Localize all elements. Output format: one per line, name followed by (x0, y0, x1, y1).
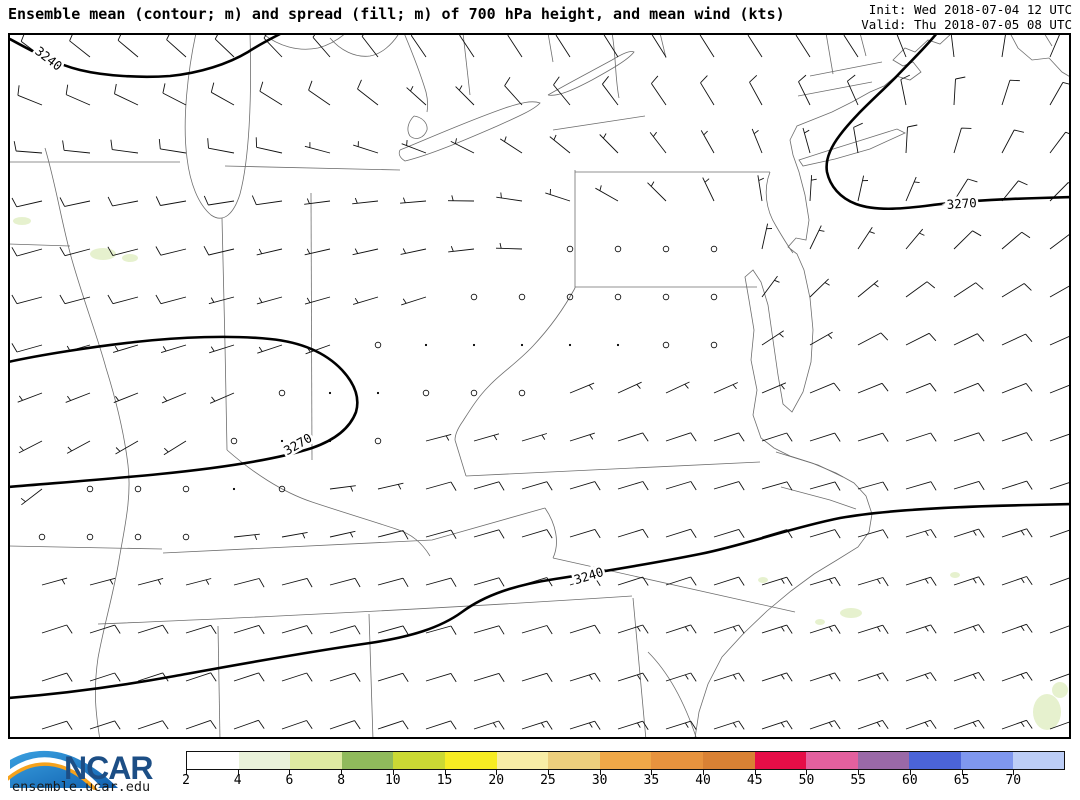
colorbar-tick-label: 70 (1005, 773, 1022, 788)
colorbar-segment (548, 752, 600, 769)
colorbar (186, 751, 1065, 770)
colorbar-tick-label: 40 (695, 773, 711, 788)
colorbar-segment (444, 752, 497, 769)
height-contour (825, 34, 1071, 211)
colorbar-tick-label: 15 (436, 773, 453, 788)
colorbar-tick-label: 10 (384, 773, 401, 788)
colorbar-tick-label: 20 (488, 773, 505, 788)
weather-map: 3240 3270 3270 3240 (8, 33, 1071, 739)
colorbar-tick-label: 55 (850, 773, 866, 788)
site-url-label: ensemble.ucar.edu (12, 779, 151, 795)
colorbar-segment (187, 752, 239, 769)
colorbar-segment (599, 752, 652, 769)
colorbar-segment (702, 752, 755, 769)
contour-label: 3240 (32, 43, 65, 73)
height-contour (9, 502, 1071, 700)
colorbar-segment (960, 752, 1013, 769)
init-time-label: Init: Wed 2018-07-04 12 UTC (868, 2, 1072, 17)
colorbar-tick-label: 45 (746, 773, 763, 788)
colorbar-tick-label: 2 (182, 773, 190, 788)
colorbar-tick-label: 60 (902, 773, 918, 788)
colorbar-tick (703, 770, 705, 775)
colorbar-segment (651, 752, 703, 769)
colorbar-tick (1013, 770, 1015, 775)
colorbar-tick (858, 770, 860, 775)
contour-label: 3270 (946, 195, 977, 212)
colorbar-tick-label: 8 (337, 773, 346, 788)
colorbar-tick-label: 35 (643, 773, 660, 788)
colorbar-tick (651, 770, 653, 775)
height-contour (9, 335, 359, 489)
colorbar-segment (238, 752, 291, 769)
contour-label: 3240 (572, 564, 605, 587)
colorbar-segment (290, 752, 342, 769)
colorbar-tick-label: 30 (591, 773, 608, 788)
spread-fill-layer (13, 217, 1068, 730)
wind-barbs-layer (11, 34, 1071, 730)
colorbar-tick (341, 770, 343, 775)
colorbar-tick-label: 65 (953, 773, 970, 788)
colorbar-tick (806, 770, 808, 775)
colorbar-tick (237, 770, 239, 775)
ncar-logo: NCAR (8, 742, 183, 794)
colorbar-segment (393, 752, 445, 769)
colorbar-segment (1012, 752, 1065, 769)
colorbar-tick (961, 770, 963, 775)
contour-label: 3270 (281, 430, 315, 458)
colorbar-tick-label: 50 (798, 773, 815, 788)
colorbar-tick (496, 770, 498, 775)
colorbar-segment (496, 752, 549, 769)
colorbar-tick (289, 770, 291, 775)
boundaries-layer (9, 34, 1071, 739)
ncar-logo-text: NCAR (64, 750, 153, 786)
colorbar-segment (909, 752, 961, 769)
valid-time-label: Valid: Thu 2018-07-05 08 UTC (861, 17, 1072, 32)
height-contour (9, 34, 283, 79)
colorbar-tick (444, 770, 446, 775)
ncar-swoosh-icon (8, 750, 118, 790)
colorbar-segment (806, 752, 858, 769)
colorbar-tick (392, 770, 394, 775)
colorbar-tick (547, 770, 549, 775)
contour-lines-layer: 3240 3270 3270 3240 (9, 34, 1071, 700)
run-info: Init: Wed 2018-07-04 12 UTC Valid: Thu 2… (861, 2, 1072, 32)
colorbar-tick (909, 770, 911, 775)
colorbar-tick (186, 770, 187, 775)
colorbar-tick-label: 6 (285, 773, 294, 788)
colorbar-segment (754, 752, 807, 769)
chart-title: Ensemble mean (contour; m) and spread (f… (8, 5, 785, 23)
colorbar-tick (599, 770, 601, 775)
colorbar-tick (754, 770, 756, 775)
colorbar-tick-label: 4 (233, 773, 242, 788)
colorbar-segment (857, 752, 910, 769)
map-layers: 3240 3270 3270 3240 (9, 34, 1071, 739)
colorbar-segment (341, 752, 394, 769)
colorbar-tick-label: 25 (540, 773, 556, 788)
map-frame (8, 33, 1071, 739)
